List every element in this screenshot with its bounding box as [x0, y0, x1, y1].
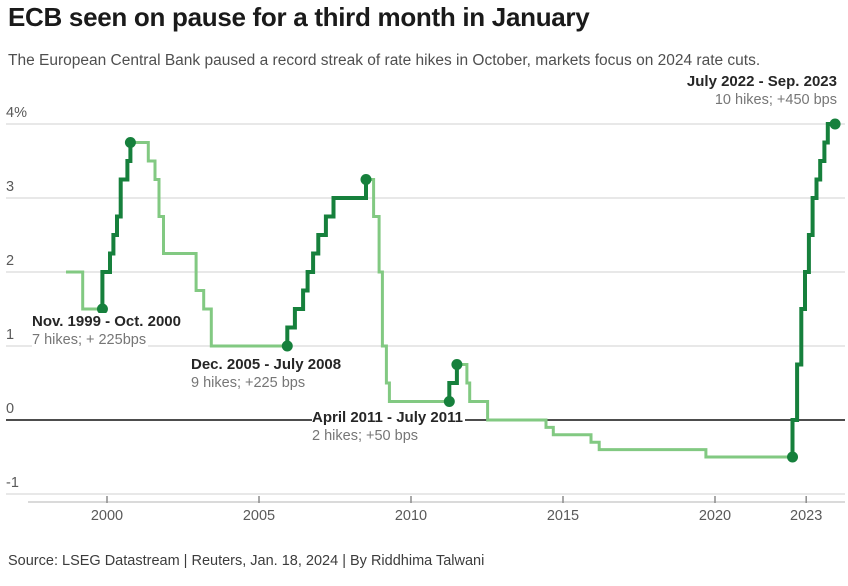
- hike-endpoint-dot: [443, 396, 455, 407]
- hike-endpoint-dot: [360, 174, 372, 185]
- hike-segment-3: [790, 122, 836, 457]
- hike-endpoint-dot: [829, 118, 841, 130]
- page-subtitle: The European Central Bank paused a recor…: [8, 52, 761, 69]
- hike-endpoint-dot: [451, 359, 463, 370]
- rate-line: [66, 122, 836, 459]
- hike-endpoint-dot: [787, 451, 799, 463]
- page-title: ECB seen on pause for a third month in J…: [8, 2, 590, 32]
- hike-endpoint-dot: [124, 137, 136, 148]
- source-line: Source: LSEG Datastream | Reuters, Jan. …: [8, 553, 485, 569]
- hike-endpoint-dot: [96, 303, 108, 315]
- hike-segment-2: [447, 364, 459, 402]
- hike-segment-0: [100, 142, 133, 309]
- hike-endpoint-dot: [281, 340, 293, 352]
- hike-segment-1: [285, 179, 368, 346]
